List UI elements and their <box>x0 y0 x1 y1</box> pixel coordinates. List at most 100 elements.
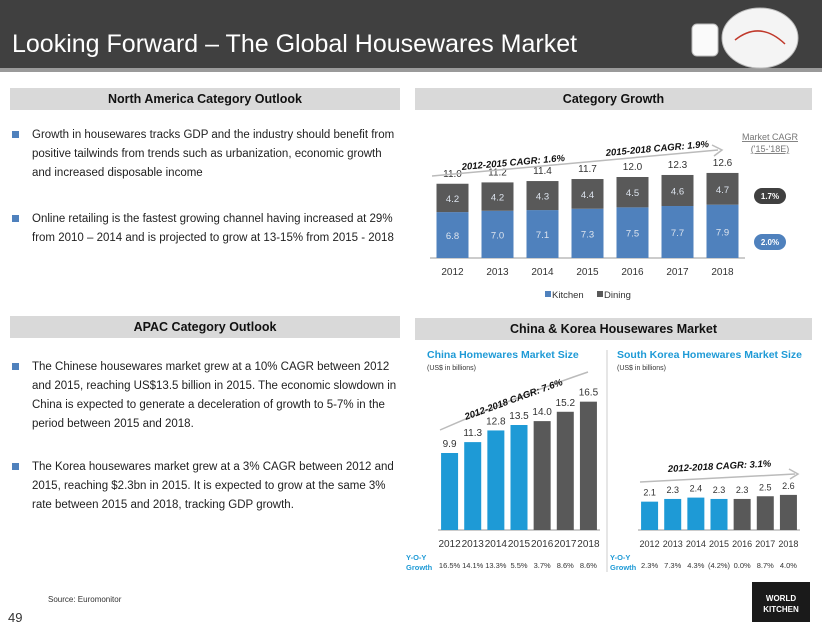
value-label: 7.5 <box>626 229 639 240</box>
growth-title: Y-O-Y <box>610 553 630 562</box>
value-label: 12.8 <box>486 416 506 427</box>
x-tick-label: 2016 <box>621 267 644 278</box>
bullet: Online retailing is the fastest growing … <box>12 210 400 248</box>
cagr-badge-label: 2.0% <box>761 238 779 247</box>
bar-segment <box>481 182 514 211</box>
source: Source: Euromonitor <box>48 595 122 604</box>
growth-label: 2.3% <box>641 561 658 570</box>
value-label: 4.4 <box>581 190 594 201</box>
growth-title: Growth <box>406 563 433 572</box>
value-label: 4.2 <box>491 193 504 204</box>
bar-segment <box>526 181 559 211</box>
bar <box>464 442 482 530</box>
total-label: 11.4 <box>533 166 552 177</box>
growth-label: 16.5% <box>439 561 461 570</box>
value-label: 16.5 <box>579 388 599 399</box>
slide-title: Looking Forward – The Global Housewares … <box>12 30 578 58</box>
bar-segment <box>526 210 559 258</box>
bullet: Growth in housewares tracks GDP and the … <box>12 126 400 183</box>
section-title: North America Category Outlook <box>10 88 400 110</box>
growth-title: Growth <box>610 563 637 572</box>
bar-segment <box>706 204 739 258</box>
value-label: 2.1 <box>643 488 656 498</box>
arrow <box>639 473 796 483</box>
bar-segment <box>571 208 604 258</box>
growth-title: Y-O-Y <box>406 553 426 562</box>
plate-icon <box>691 7 799 69</box>
growth-label: 14.1% <box>462 561 484 570</box>
bar <box>756 496 774 530</box>
market-cagr-label: ('15-'18E) <box>751 144 789 154</box>
x-tick-label: 2015 <box>508 539 531 550</box>
x-tick-label: 2016 <box>732 539 752 549</box>
x-tick-label: 2017 <box>755 539 775 549</box>
growth-label: 3.7% <box>534 561 551 570</box>
growth-label: 5.5% <box>510 561 527 570</box>
x-tick-label: 2018 <box>577 539 600 550</box>
bar <box>687 497 705 530</box>
growth-label: 0.0% <box>734 561 751 570</box>
cagr-badge <box>754 188 786 204</box>
market-cagr-label: Market CAGR <box>742 132 799 142</box>
value-label: 13.5 <box>509 411 529 422</box>
arrow-head <box>711 144 724 157</box>
value-label: 4.2 <box>446 194 459 205</box>
bar <box>556 411 574 530</box>
bar-segment <box>706 172 739 205</box>
chart-subtitle: (US$ in billions) <box>617 365 666 372</box>
bar <box>664 498 682 530</box>
x-tick-label: 2013 <box>462 539 485 550</box>
value-label: 11.3 <box>463 428 482 439</box>
growth-label: 4.0% <box>780 561 797 570</box>
total-label: 12.0 <box>623 162 643 173</box>
section-title: Category Growth <box>415 88 812 110</box>
logo-text: KITCHEN <box>763 605 799 614</box>
legend-label: Dining <box>604 290 631 301</box>
bullet: The Chinese housewares market grew at a … <box>12 358 400 434</box>
growth-label: 7.3% <box>664 561 681 570</box>
chart-title: China Homewares Market Size <box>427 349 579 361</box>
value-label: 7.0 <box>491 230 504 241</box>
value-label: 4.6 <box>671 187 684 198</box>
total-label: 11.7 <box>578 164 597 175</box>
annotation: 2012-2018 CAGR: 3.1% <box>667 459 772 475</box>
arrow-head <box>788 468 800 480</box>
arrow <box>431 149 719 177</box>
logo-text: WORLD <box>766 594 796 603</box>
x-tick-label: 2012 <box>441 267 464 278</box>
value-label: 9.9 <box>443 439 457 450</box>
growth-label: 4.3% <box>687 561 704 570</box>
bar <box>579 401 597 530</box>
growth-label: 13.3% <box>485 561 507 570</box>
bar <box>779 494 797 530</box>
legend-label: Kitchen <box>552 290 584 301</box>
arrow <box>439 371 589 431</box>
bullet: The Korea housewares market grew at a 3%… <box>12 458 400 515</box>
x-tick-label: 2014 <box>531 267 554 278</box>
x-tick-label: 2018 <box>711 267 734 278</box>
section-title: APAC Category Outlook <box>10 316 400 338</box>
total-label: 12.3 <box>668 160 688 171</box>
cagr-badge-label: 1.7% <box>761 192 779 201</box>
x-tick-label: 2015 <box>709 539 729 549</box>
x-tick-label: 2013 <box>486 267 509 278</box>
value-label: 4.7 <box>716 185 729 196</box>
total-label: 11.2 <box>488 167 507 178</box>
value-label: 6.8 <box>446 231 459 242</box>
x-tick-label: 2016 <box>531 539 554 550</box>
value-label: 4.3 <box>536 192 549 203</box>
x-tick-label: 2012 <box>640 539 660 549</box>
bar-segment <box>616 177 649 208</box>
x-tick-label: 2013 <box>663 539 683 549</box>
value-label: 2.3 <box>736 485 749 495</box>
x-tick-label: 2015 <box>576 267 599 278</box>
x-tick-label: 2018 <box>778 539 798 549</box>
bar-segment <box>616 207 649 258</box>
bar-segment <box>436 212 469 258</box>
x-tick-label: 2014 <box>485 539 508 550</box>
value-label: 2.6 <box>782 481 795 491</box>
value-label: 2.3 <box>666 485 679 495</box>
value-label: 4.5 <box>626 188 639 199</box>
